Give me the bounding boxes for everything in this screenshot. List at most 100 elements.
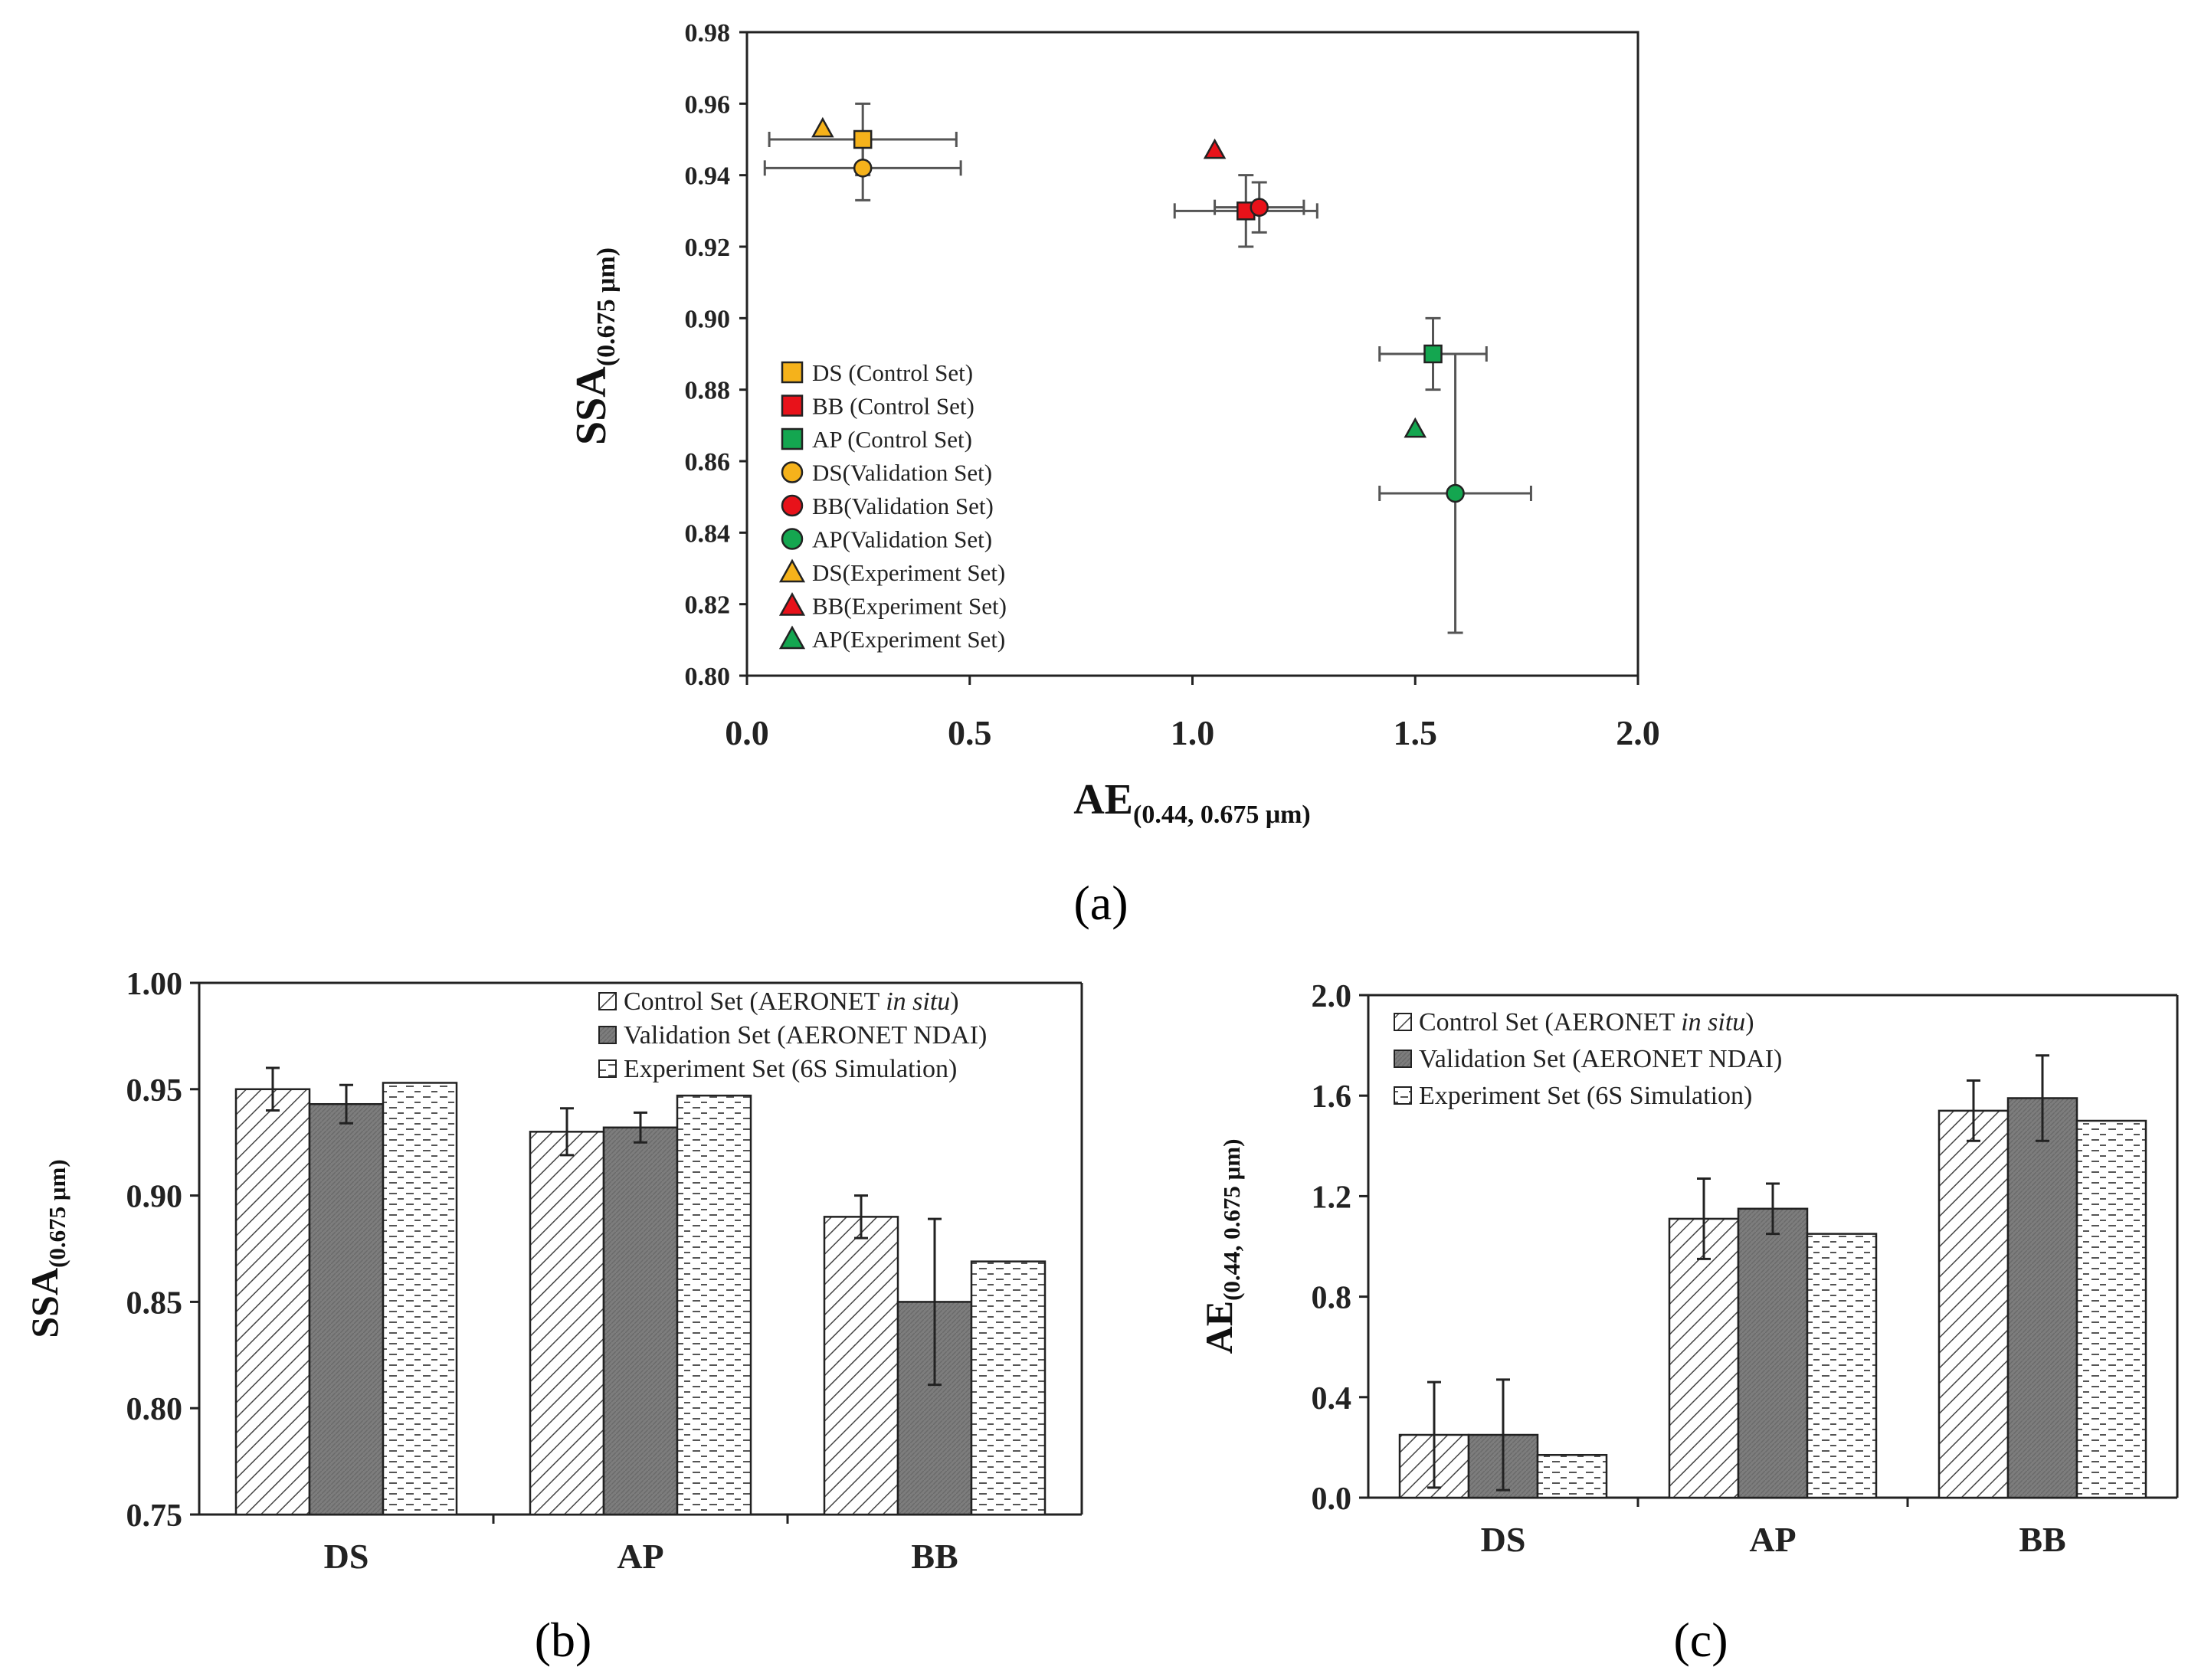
legend-label: AP(Validation Set) <box>812 526 992 553</box>
legend-marker <box>778 625 806 650</box>
y-tick-label: 0.90 <box>126 1180 183 1215</box>
scatter-panel-a: 0.80 0.82 0.84 0.86 0.88 0.90 0.92 0.94 0.96 0.98… <box>568 19 1660 930</box>
y-tick-label: 0.98 <box>685 19 731 47</box>
legend-marker <box>781 461 804 483</box>
y-tick-label: 0.90 <box>685 305 731 333</box>
legend-label: BB(Experiment Set) <box>812 593 1007 620</box>
legend-marker <box>778 591 806 616</box>
y-axis-title-main: SSA <box>568 366 615 445</box>
legend-label: DS (Control Set) <box>812 359 973 386</box>
legend-label-italic: in situ <box>886 987 950 1016</box>
category-label-ap: AP <box>617 1537 663 1576</box>
y-tick-label: 0.82 <box>685 591 731 620</box>
category-label-ds: DS <box>1481 1520 1526 1559</box>
category-label-bb: BB <box>2019 1520 2065 1559</box>
legend-label-text: Control Set (AERONET <box>1419 1008 1681 1036</box>
bar-ap-dash <box>1806 1233 1878 1499</box>
data-point-bb-triangle <box>1203 138 1227 159</box>
data-point-ds-triangle <box>811 116 834 138</box>
legend-label-italic: in situ <box>1681 1008 1745 1036</box>
y-tick-label: 0.8 <box>1312 1281 1352 1316</box>
legend-marker <box>781 494 804 517</box>
panel-label-c: (c) <box>1673 1613 1728 1667</box>
legend-label: BB (Control Set) <box>812 393 974 420</box>
legend-marker <box>781 361 804 384</box>
legend-label: Experiment Set (6S Simulation) <box>1419 1082 1752 1110</box>
bar-ds-gray <box>308 1102 385 1516</box>
legend-label: DS(Experiment Set) <box>812 559 1005 586</box>
category-label-ds: DS <box>324 1537 369 1576</box>
data-point-ds-square <box>853 129 873 149</box>
x-tick-label: 1.0 <box>1171 713 1215 752</box>
data-point-ds-circle <box>853 159 873 178</box>
legend-marker <box>778 558 806 583</box>
legend-marker <box>781 528 804 550</box>
legend-label-text: Validation Set (AERONET NDAI) <box>1419 1045 1782 1073</box>
legend-label: Experiment Set (6S Simulation) <box>624 1055 957 1083</box>
category-label-bb: BB <box>911 1537 958 1576</box>
data-point-ap-triangle <box>1404 417 1427 438</box>
y-tick-label: 0.86 <box>685 448 731 476</box>
legend-label-end: ) <box>950 987 958 1016</box>
legend-label-text: Experiment Set (6S Simulation) <box>1419 1082 1752 1110</box>
category-label-ap: AP <box>1749 1520 1796 1559</box>
y-tick-label: 0.0 <box>1312 1482 1352 1517</box>
bar-ds-dash <box>1536 1453 1608 1499</box>
legend-label: AP(Experiment Set) <box>812 626 1005 653</box>
y-tick-label: 0.85 <box>126 1285 183 1321</box>
panel-label-a: (a) <box>1073 876 1128 930</box>
data-point-ap-circle <box>1446 483 1465 503</box>
bar-panel-c: 0.0 0.4 0.8 1.2 1.6 2.0 AE(0.44, 0.675 μm) DS AP… <box>1197 979 2179 1667</box>
x-axis-title-sub: (0.44, 0.675 μm) <box>1133 801 1311 829</box>
bar-ap-gray <box>1737 1207 1809 1499</box>
legend-swatch <box>598 992 617 1010</box>
y-axis-title-main: AE <box>1197 1301 1240 1354</box>
legend-swatch <box>598 1026 617 1044</box>
y-axis-title: SSA(0.675 μm) <box>568 247 621 445</box>
bar-bb-hatch <box>823 1216 899 1516</box>
x-tick-label: 1.5 <box>1394 713 1438 752</box>
bar-bb-hatch <box>1937 1109 2010 1499</box>
legend-label: AP (Control Set) <box>812 426 972 453</box>
y-tick-label: 0.88 <box>685 377 731 405</box>
bar-ap-hatch <box>1668 1217 1740 1499</box>
bar-panel-b: 0.75 0.80 0.85 0.90 0.95 1.00 SSA(0.675 μm) DS A… <box>23 967 1083 1667</box>
x-axis-title-main: AE <box>1073 776 1133 824</box>
y-tick-label: 0.4 <box>1312 1381 1352 1416</box>
bar-ap-hatch <box>529 1131 605 1516</box>
bar-bb-gray <box>2006 1097 2078 1499</box>
y-axis-title-sub: (0.675 μm) <box>592 247 621 366</box>
y-axis-title-main: SSA <box>23 1268 66 1338</box>
y-tick-label: 2.0 <box>1312 979 1352 1014</box>
bar-bb-dash <box>2075 1119 2147 1499</box>
legend-swatch <box>598 1059 617 1078</box>
legend-label: BB(Validation Set) <box>812 493 994 519</box>
legend-label-text: Control Set (AERONET <box>624 987 886 1016</box>
y-axis-title-sub: (0.44, 0.675 μm) <box>1218 1139 1245 1301</box>
bar-ds-hatch <box>234 1088 311 1516</box>
legend-label-end: ) <box>1745 1008 1754 1036</box>
panel-label-b: (b) <box>535 1613 592 1667</box>
y-tick-label: 1.6 <box>1312 1079 1352 1115</box>
data-point-ap-square <box>1423 344 1443 364</box>
x-tick-label: 0.0 <box>725 713 769 752</box>
y-tick-label: 0.94 <box>685 162 731 191</box>
legend-swatch <box>1394 1013 1412 1031</box>
bar-ds-dash <box>382 1082 458 1516</box>
legend-label: Validation Set (AERONET NDAI) <box>624 1021 987 1050</box>
legend-label: Control Set (AERONET in situ) <box>624 987 959 1016</box>
y-axis-title: AE(0.44, 0.675 μm) <box>1197 1139 1245 1354</box>
y-tick-label: 0.80 <box>685 663 731 691</box>
x-tick-label: 0.5 <box>948 713 992 752</box>
y-tick-label: 0.80 <box>126 1392 183 1427</box>
legend-label: Control Set (AERONET in situ) <box>1419 1008 1754 1036</box>
legend-swatch <box>1394 1050 1412 1068</box>
y-tick-label: 0.95 <box>126 1073 183 1109</box>
x-tick-label: 2.0 <box>1616 713 1660 752</box>
legend-marker <box>781 427 804 450</box>
y-axis-title: SSA(0.675 μm) <box>23 1159 70 1338</box>
y-tick-label: 0.92 <box>685 234 731 262</box>
bar-bb-dash <box>970 1260 1047 1516</box>
legend-label-text: Experiment Set (6S Simulation) <box>624 1055 957 1083</box>
